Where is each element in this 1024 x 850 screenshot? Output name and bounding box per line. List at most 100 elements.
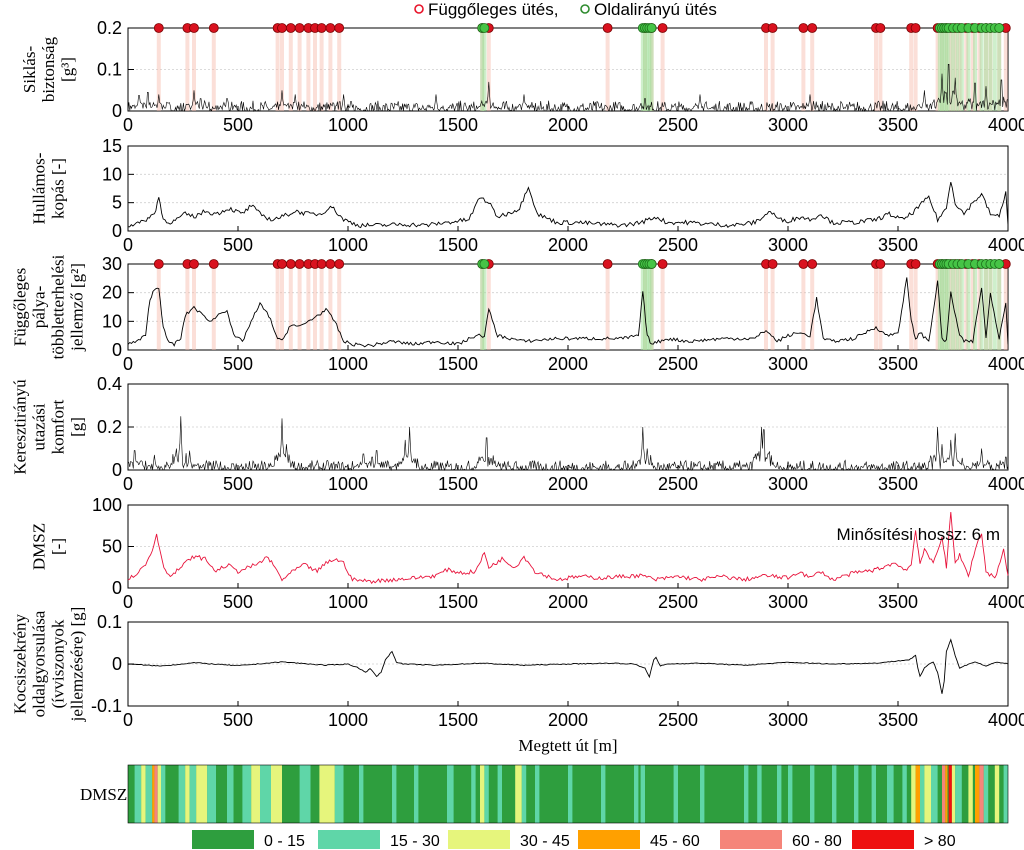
x-tick-label: 3000 xyxy=(768,354,808,374)
lateral-hit-marker xyxy=(994,23,1005,33)
vertical-hit-band xyxy=(211,264,216,350)
heatmap-cell xyxy=(447,765,454,823)
vertical-hit-marker xyxy=(767,23,778,33)
legend-label: 45 - 60 xyxy=(650,833,700,850)
x-tick-label: 3500 xyxy=(878,592,918,612)
heatmap-cell xyxy=(480,765,485,823)
heatmap-cell xyxy=(920,765,925,823)
vertical-hit-marker xyxy=(316,259,327,269)
vertical-hit-band xyxy=(297,28,302,111)
x-tick-label: 500 xyxy=(223,354,253,374)
y-axis-label-line: Keresztirányú xyxy=(11,379,30,475)
lateral-hit-band xyxy=(649,28,654,111)
legend-marker-vertical-hit xyxy=(414,4,424,14)
vertical-hit-band xyxy=(935,28,940,111)
lateral-hit-band xyxy=(955,28,960,111)
lateral-hit-marker xyxy=(994,259,1005,269)
vertical-hit-band xyxy=(953,28,958,111)
heatmap-cell xyxy=(902,765,907,823)
y-axis-label-line: [g] xyxy=(68,417,87,437)
lateral-hit-band xyxy=(955,264,960,350)
vertical-hit-marker xyxy=(189,23,199,33)
legend-swatch xyxy=(578,830,640,849)
heatmap-cell xyxy=(497,765,502,823)
x-tick-label: 4000 xyxy=(988,115,1024,135)
y-tick-label: 0.2 xyxy=(97,417,122,437)
lateral-hit-band xyxy=(984,28,988,111)
vertical-hit-marker xyxy=(277,259,287,269)
y-tick-label: 0.1 xyxy=(97,60,122,80)
x-tick-label: 1500 xyxy=(438,115,478,135)
vertical-hit-band xyxy=(605,264,610,350)
lateral-hit-band xyxy=(997,264,1002,350)
lateral-hit-band xyxy=(966,264,971,350)
vertical-hit-marker xyxy=(807,23,818,33)
heatmap-cell xyxy=(251,765,260,823)
vertical-hit-band xyxy=(970,28,975,111)
vertical-hit-band xyxy=(185,264,190,350)
vertical-hit-marker xyxy=(153,23,164,33)
lateral-hit-band xyxy=(640,264,645,350)
heatmap-cell xyxy=(271,765,282,823)
x-tick-label: 1000 xyxy=(328,354,368,374)
heatmap-cell xyxy=(216,765,227,823)
y-axis-label-line: Kocsiszekrény xyxy=(11,613,30,714)
vertical-hit-band xyxy=(486,264,491,350)
vertical-hit-band xyxy=(313,28,317,111)
lateral-hit-band xyxy=(942,28,947,111)
y-axis-label-line: kopás [-] xyxy=(49,158,68,219)
legend-swatch xyxy=(192,830,254,849)
x-tick-label: 3000 xyxy=(768,474,808,494)
x-tick-label: 3500 xyxy=(878,235,918,255)
lateral-hit-band xyxy=(645,264,650,350)
vertical-hit-marker xyxy=(334,23,345,33)
vertical-hit-band xyxy=(192,28,196,111)
legend-swatch xyxy=(852,830,914,849)
y-axis-label-line: [-] xyxy=(49,538,68,555)
lateral-hit-band xyxy=(649,264,654,350)
heatmap-cell xyxy=(334,765,344,823)
heatmap-cell xyxy=(521,765,527,823)
lateral-hit-band xyxy=(959,28,964,111)
heatmap-cell xyxy=(887,765,894,823)
legend-swatch xyxy=(318,830,380,849)
heatmap-cell xyxy=(911,765,916,823)
y-axis-label-line: komfort xyxy=(49,399,68,454)
heatmap-cell xyxy=(260,765,271,823)
y-axis-label: Keresztirányú utazási komfort [g] xyxy=(11,379,87,475)
heatmap-cell xyxy=(915,765,920,823)
x-tick-label: 0 xyxy=(123,235,133,255)
x-tick-label: 0 xyxy=(123,592,133,612)
vertical-hit-marker xyxy=(875,23,886,33)
y-axis-label-line: jellemző [g²] xyxy=(68,263,87,352)
heatmap-cell xyxy=(484,765,489,823)
heatmap-cell xyxy=(945,765,948,823)
y-tick-label: 0 xyxy=(112,460,122,480)
y-tick-label: 0 xyxy=(112,221,122,241)
vertical-hit-marker xyxy=(798,23,809,33)
heatmap-cell xyxy=(1003,765,1008,823)
series-line xyxy=(127,638,1009,694)
x-tick-label: 2000 xyxy=(548,710,588,730)
vertical-hit-band xyxy=(660,28,665,111)
vertical-hit-marker xyxy=(875,259,886,269)
vertical-hit-marker xyxy=(294,259,305,269)
lateral-hit-band xyxy=(988,264,993,350)
x-tick-label: 1500 xyxy=(438,592,478,612)
vertical-hit-band xyxy=(878,28,883,111)
series-line xyxy=(128,181,1009,229)
heatmap-cell xyxy=(955,765,962,823)
vertical-hit-band xyxy=(156,28,161,111)
heatmap-cell xyxy=(141,765,146,823)
x-tick-label: 2500 xyxy=(658,354,698,374)
y-axis-label-line: pálya- xyxy=(30,285,49,328)
heatmap-cell xyxy=(942,765,946,823)
legend-label: > 80 xyxy=(924,833,956,850)
series-line xyxy=(127,416,1009,472)
y-tick-label: 0.2 xyxy=(97,18,122,38)
legend-swatch xyxy=(448,830,510,849)
x-tick-label: 2000 xyxy=(548,115,588,135)
vertical-hit-band xyxy=(1003,28,1008,111)
heatmap-cell xyxy=(983,765,989,823)
heatmap-cell xyxy=(471,765,476,823)
